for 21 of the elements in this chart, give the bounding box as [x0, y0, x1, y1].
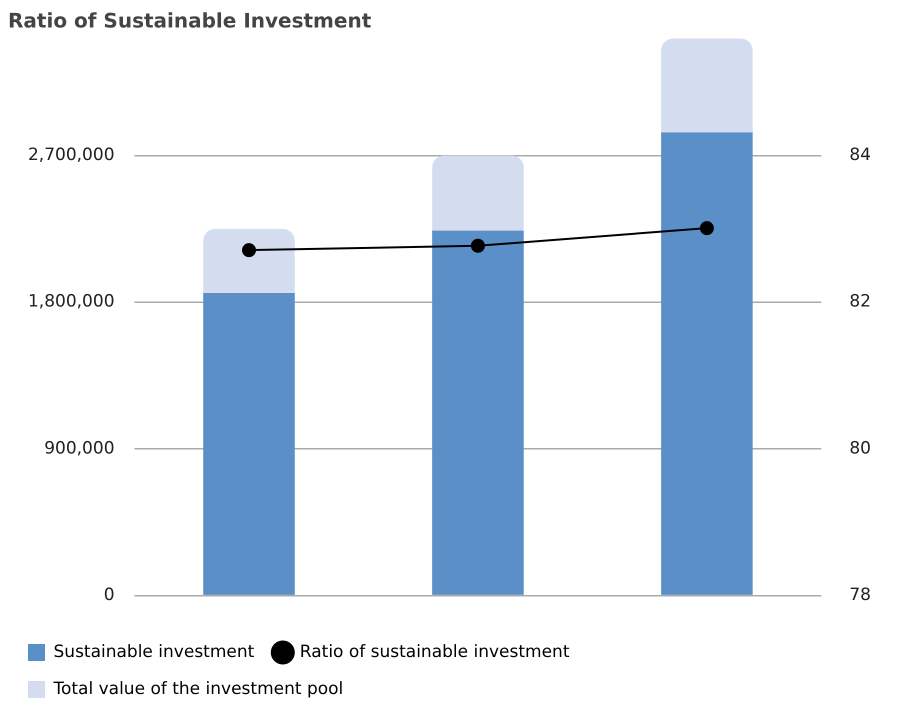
- y2-tick-label: 80: [849, 438, 872, 458]
- y-tick-label: 0: [104, 585, 115, 606]
- bar: [432, 230, 524, 595]
- legend-label: Ratio of sustainable investment: [300, 642, 570, 662]
- y-tick-label: 1,800,000: [28, 292, 115, 312]
- bar: [432, 156, 524, 231]
- y-tick-label: 2,700,000: [28, 144, 115, 165]
- bar: [661, 132, 753, 595]
- point: [242, 243, 256, 258]
- legend-label: Total value of the investment pool: [52, 678, 344, 699]
- y2-tick-label: 84: [849, 144, 872, 165]
- bar: [661, 38, 753, 132]
- y-tick-label: 900,000: [44, 438, 115, 458]
- y2-tick-label: 78: [849, 585, 872, 606]
- point: [700, 221, 714, 236]
- y2-tick-label: 82: [849, 292, 872, 312]
- bar: [203, 228, 295, 293]
- point: [470, 238, 485, 253]
- chart-title: Ratio of Sustainable Investment: [8, 8, 372, 32]
- bar: [203, 292, 295, 595]
- legend-label: Sustainable investment: [54, 642, 255, 662]
